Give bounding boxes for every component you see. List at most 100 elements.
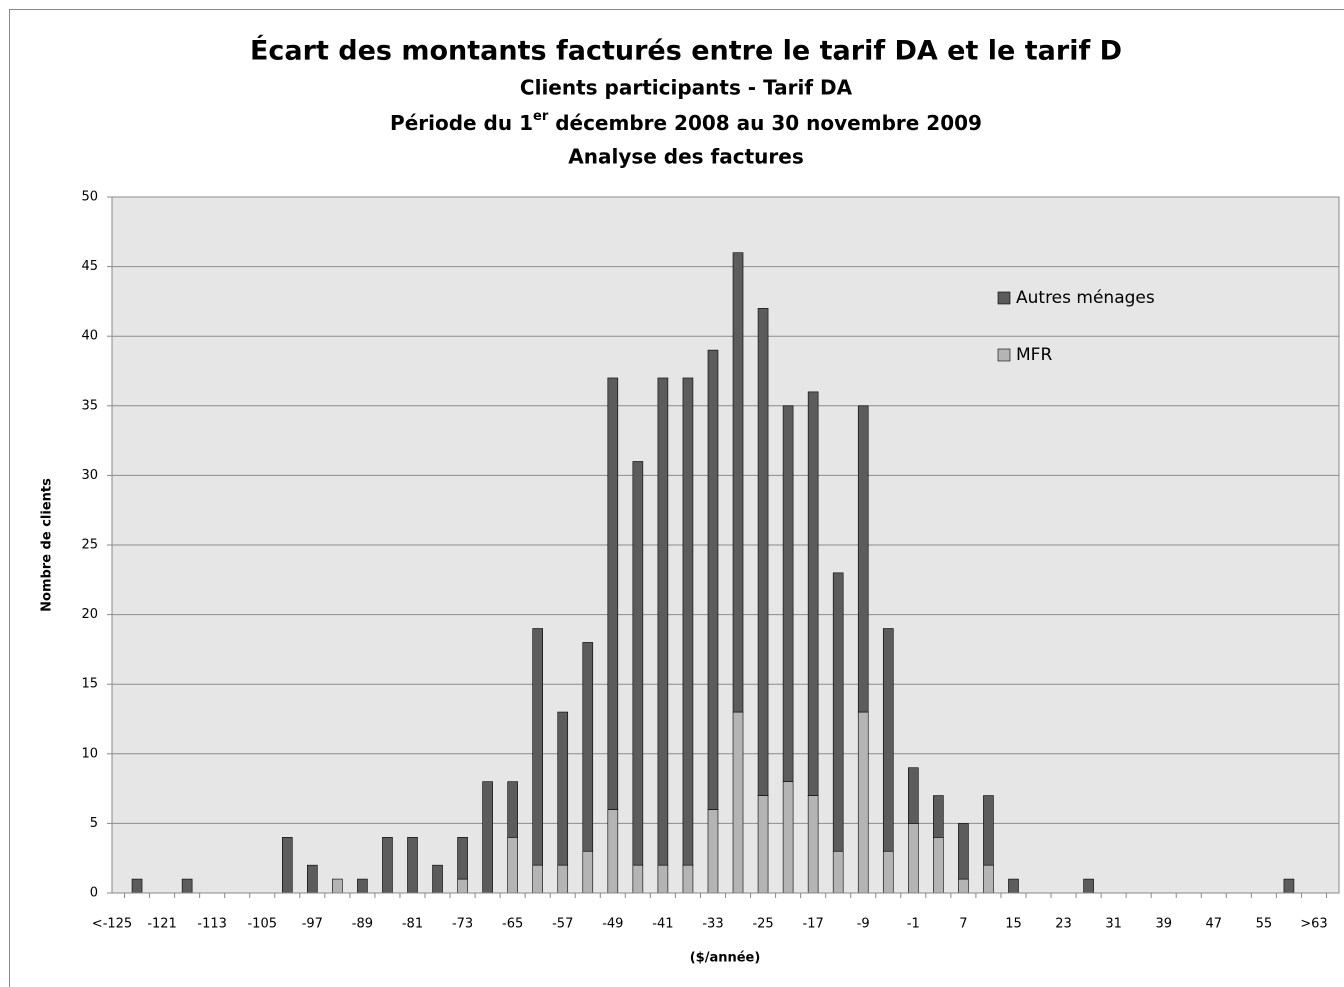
bar — [607, 809, 619, 894]
legend-label: MFR — [1016, 345, 1052, 365]
y-tick-label: 0 — [90, 886, 98, 901]
bar — [782, 405, 794, 782]
chart-subtitle: Analyse des factures — [568, 145, 803, 169]
bar — [933, 795, 944, 838]
bar — [1083, 878, 1094, 894]
chart-subtitle: Clients participants - Tarif DA — [520, 76, 853, 100]
bar — [357, 878, 368, 894]
bar — [958, 823, 969, 880]
bar — [557, 711, 569, 866]
bar — [857, 405, 869, 713]
bar — [457, 878, 468, 894]
y-tick-label: 50 — [81, 190, 98, 205]
x-tick-label: -25 — [752, 917, 773, 932]
y-tick-label: 15 — [81, 677, 98, 692]
bar — [882, 628, 894, 852]
bar — [807, 391, 819, 796]
bar — [983, 864, 994, 894]
bar — [332, 878, 343, 894]
x-tick-label: -1 — [907, 917, 920, 932]
bar — [983, 795, 994, 866]
x-tick-label: -33 — [702, 917, 723, 932]
x-tick-label: -97 — [302, 917, 323, 932]
bar — [281, 837, 293, 894]
x-tick-label: 23 — [1055, 917, 1072, 932]
x-tick-label: -81 — [402, 917, 423, 932]
bar — [582, 850, 594, 894]
bar — [682, 864, 694, 894]
x-tick-label: 31 — [1105, 917, 1122, 932]
x-tick-label: 7 — [959, 917, 967, 932]
x-axis-label: ($/année) — [690, 951, 761, 966]
legend-label: Autres ménages — [1016, 288, 1155, 308]
bar — [682, 377, 694, 866]
bar — [732, 711, 744, 894]
bar — [757, 308, 769, 796]
x-tick-label: -73 — [452, 917, 473, 932]
x-tick-label: 39 — [1155, 917, 1172, 932]
y-tick-label: 20 — [81, 607, 98, 622]
bar — [507, 781, 518, 838]
bar — [607, 377, 619, 810]
x-tick-label: -9 — [857, 917, 870, 932]
bar — [908, 767, 919, 824]
bar — [857, 711, 869, 894]
bar — [307, 864, 318, 894]
y-tick-label: 25 — [81, 538, 98, 553]
bar — [832, 572, 844, 852]
chart-title: Écart des montants facturés entre le tar… — [250, 35, 1122, 67]
bar — [632, 864, 644, 894]
bar — [958, 878, 969, 894]
bar — [532, 628, 543, 866]
bar — [832, 850, 844, 894]
legend-swatch — [997, 291, 1011, 305]
bar — [131, 878, 143, 894]
x-tick-label: 15 — [1005, 917, 1022, 932]
bar — [757, 795, 769, 894]
bar — [908, 823, 919, 894]
legend-swatch — [997, 348, 1011, 362]
bar — [382, 837, 393, 894]
y-tick-label: 40 — [81, 329, 98, 344]
bar — [582, 642, 594, 852]
y-tick-label: 45 — [81, 259, 98, 274]
bar — [933, 837, 944, 894]
x-tick-label: -121 — [147, 917, 177, 932]
y-tick-label: 35 — [81, 398, 98, 413]
bar — [807, 795, 819, 894]
bar — [432, 864, 443, 894]
x-tick-label: -57 — [552, 917, 573, 932]
bar — [1283, 878, 1295, 894]
bar — [732, 252, 744, 713]
bar — [707, 809, 719, 894]
bar — [632, 461, 644, 866]
x-tick-label: -113 — [197, 917, 227, 932]
x-tick-label: -49 — [602, 917, 623, 932]
chart-period: Période du 1er décembre 2008 au 30 novem… — [390, 109, 982, 135]
bar — [657, 377, 669, 866]
bar — [1008, 878, 1019, 894]
x-tick-label: 47 — [1206, 917, 1223, 932]
x-tick-label: -89 — [352, 917, 373, 932]
bar — [557, 864, 569, 894]
bar — [457, 837, 468, 880]
y-axis-label: Nombre de clients — [40, 478, 55, 612]
bar — [882, 850, 894, 894]
bar — [181, 878, 193, 894]
x-tick-label: >63 — [1300, 917, 1327, 932]
bar — [657, 864, 669, 894]
period-text: Période du 1 — [390, 111, 533, 135]
y-tick-label: 30 — [81, 468, 98, 483]
y-tick-label: 10 — [81, 746, 98, 761]
bar — [507, 837, 518, 894]
x-tick-label: 55 — [1256, 917, 1273, 932]
x-tick-label: -105 — [247, 917, 277, 932]
bar — [532, 864, 543, 894]
period-sup: er — [533, 109, 549, 124]
x-tick-label: -41 — [652, 917, 673, 932]
period-text: décembre 2008 au 30 novembre 2009 — [548, 111, 982, 135]
x-tick-label: <-125 — [92, 917, 132, 932]
x-tick-label: -17 — [803, 917, 824, 932]
bar — [707, 349, 719, 810]
